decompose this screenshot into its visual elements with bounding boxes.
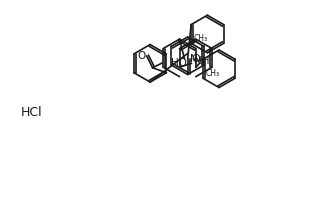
Text: CH₃: CH₃ — [206, 69, 220, 78]
Text: O: O — [138, 51, 146, 61]
Text: HCl: HCl — [21, 106, 42, 118]
Text: CH₃: CH₃ — [194, 34, 208, 43]
Text: NH: NH — [194, 56, 210, 66]
Text: N: N — [190, 54, 197, 64]
Text: HO: HO — [171, 58, 187, 68]
Text: O: O — [191, 54, 200, 64]
